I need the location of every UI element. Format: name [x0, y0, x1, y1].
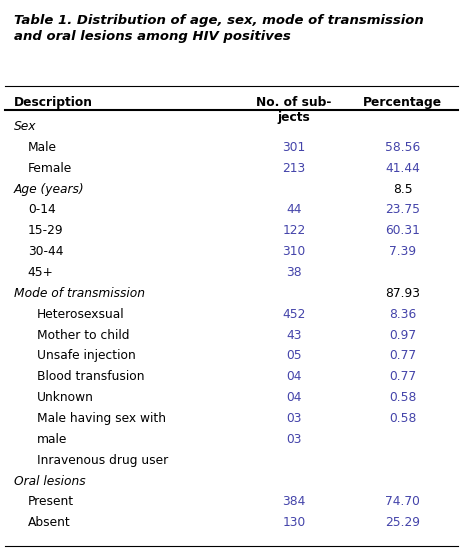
Text: 05: 05 [286, 349, 302, 363]
Text: 8.36: 8.36 [389, 307, 416, 321]
Text: 25.29: 25.29 [385, 516, 420, 529]
Text: 44: 44 [286, 203, 302, 216]
Text: male: male [37, 433, 68, 446]
Text: 38: 38 [286, 266, 302, 279]
Text: 0-14: 0-14 [28, 203, 56, 216]
Text: No. of sub-
jects: No. of sub- jects [257, 96, 332, 124]
Text: 301: 301 [282, 141, 306, 154]
Text: Oral lesions: Oral lesions [14, 474, 86, 488]
Text: Inravenous drug user: Inravenous drug user [37, 454, 168, 466]
Text: 58.56: 58.56 [385, 141, 420, 154]
Text: 04: 04 [286, 391, 302, 404]
Text: 8.5: 8.5 [393, 182, 413, 196]
Text: 74.70: 74.70 [385, 495, 420, 508]
Text: Heterosexsual: Heterosexsual [37, 307, 125, 321]
Text: 122: 122 [282, 224, 306, 237]
Text: 0.77: 0.77 [389, 370, 416, 383]
Text: 60.31: 60.31 [385, 224, 420, 237]
Text: Absent: Absent [28, 516, 70, 529]
Text: 04: 04 [286, 370, 302, 383]
Text: Mode of transmission: Mode of transmission [14, 287, 145, 300]
Text: Percentage: Percentage [363, 96, 442, 108]
Text: 15-29: 15-29 [28, 224, 63, 237]
Text: Description: Description [14, 96, 93, 108]
Text: Female: Female [28, 162, 72, 175]
Text: Male: Male [28, 141, 57, 154]
Text: Male having sex with: Male having sex with [37, 412, 166, 425]
Text: Sex: Sex [14, 120, 37, 133]
Text: Unsafe injection: Unsafe injection [37, 349, 136, 363]
Text: Blood transfusion: Blood transfusion [37, 370, 144, 383]
Text: 30-44: 30-44 [28, 245, 63, 258]
Text: 310: 310 [282, 245, 306, 258]
Text: 45+: 45+ [28, 266, 54, 279]
Text: 452: 452 [282, 307, 306, 321]
Text: 03: 03 [286, 412, 302, 425]
Text: 0.58: 0.58 [389, 412, 417, 425]
Text: 23.75: 23.75 [385, 203, 420, 216]
Text: 7.39: 7.39 [389, 245, 416, 258]
Text: 43: 43 [286, 329, 302, 341]
Text: 0.97: 0.97 [389, 329, 416, 341]
Text: 213: 213 [282, 162, 306, 175]
Text: Table 1. Distribution of age, sex, mode of transmission
and oral lesions among H: Table 1. Distribution of age, sex, mode … [14, 14, 424, 43]
Text: Mother to child: Mother to child [37, 329, 130, 341]
Text: Present: Present [28, 495, 74, 508]
Text: 41.44: 41.44 [385, 162, 420, 175]
Text: 0.58: 0.58 [389, 391, 417, 404]
Text: Unknown: Unknown [37, 391, 94, 404]
Text: 130: 130 [282, 516, 306, 529]
Text: 03: 03 [286, 433, 302, 446]
Text: Age (years): Age (years) [14, 182, 85, 196]
Text: 87.93: 87.93 [385, 287, 420, 300]
Text: 0.77: 0.77 [389, 349, 416, 363]
Text: 384: 384 [282, 495, 306, 508]
